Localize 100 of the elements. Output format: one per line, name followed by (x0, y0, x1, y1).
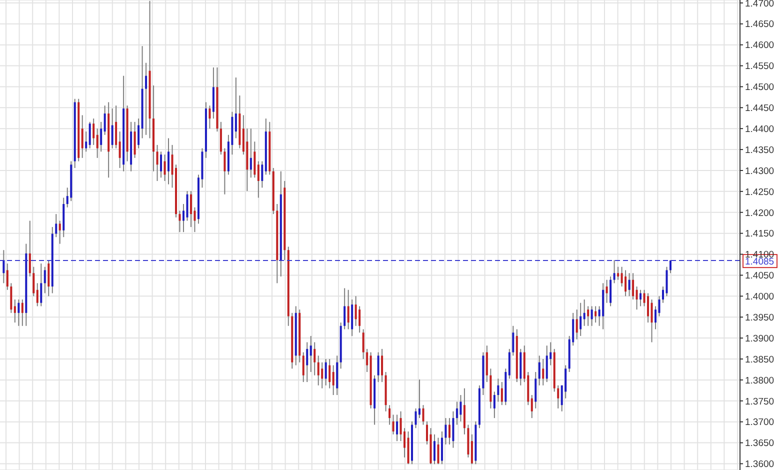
candlestick (557, 384, 560, 409)
candlestick (306, 342, 308, 383)
y-tick-label: 1.3600 (745, 459, 774, 470)
candlestick (590, 306, 593, 326)
y-tick-label: 1.4050 (745, 270, 774, 282)
candlestick (500, 382, 503, 406)
candlestick (583, 299, 586, 326)
y-tick-label: 1.4350 (745, 144, 774, 156)
candlestick (497, 378, 500, 402)
candlestick (530, 394, 533, 419)
candlestick (224, 148, 226, 195)
y-tick-label: 1.4700 (745, 0, 774, 10)
y-tick-label: 1.4400 (745, 124, 774, 135)
candlestick (2, 250, 5, 284)
candlestick (617, 266, 620, 280)
candlestick (92, 118, 95, 146)
candlestick (96, 128, 98, 158)
candlestick (28, 220, 31, 277)
candlestick (178, 210, 181, 233)
candlestick (257, 160, 260, 198)
y-tick-label: 1.4200 (745, 208, 774, 219)
candlestick (620, 266, 623, 288)
y-tick-label: 1.4150 (745, 228, 774, 240)
candlestick (632, 272, 634, 300)
y-tick-label: 1.3900 (745, 333, 774, 344)
candlestick (118, 131, 121, 168)
candlestick (512, 325, 514, 356)
y-tick-label: 1.3750 (745, 396, 774, 408)
candlestick (440, 430, 443, 465)
y-tick-label: 1.4600 (745, 40, 774, 52)
candlestick (48, 260, 50, 297)
candlestick (250, 128, 252, 178)
candlestick (81, 114, 84, 158)
candlestick (508, 348, 510, 380)
y-tick-label: 1.3700 (745, 417, 774, 428)
candlestick (58, 220, 61, 244)
candlestick (594, 306, 597, 324)
candlestick (610, 276, 612, 307)
candlestick (317, 355, 320, 386)
candlestick (18, 299, 20, 326)
candlestick (658, 296, 660, 317)
candlestick (422, 404, 424, 426)
candlestick (14, 299, 16, 324)
y-tick-label: 1.3800 (745, 375, 774, 386)
candlestick (452, 410, 454, 448)
candlestick (134, 121, 136, 158)
candlestick (254, 141, 256, 178)
y-tick-label: 1.3850 (745, 354, 774, 366)
candlestick (362, 328, 364, 360)
candlestick (21, 299, 24, 326)
candlestick (85, 131, 88, 152)
y-tick-label: 1.4300 (745, 166, 774, 177)
candlestick (587, 306, 590, 326)
candlestick (392, 414, 394, 435)
candlestick (542, 358, 544, 386)
candlestick (168, 138, 170, 185)
candlestick (628, 272, 630, 297)
candlestick (437, 437, 440, 465)
candlestick (347, 289, 350, 330)
candlestick (396, 414, 398, 442)
candlestick (104, 105, 106, 136)
candlestick (546, 345, 548, 383)
candlestick (115, 105, 118, 149)
candlestick (186, 190, 188, 222)
candlestick (138, 118, 140, 149)
y-tick-label: 1.4650 (745, 19, 774, 30)
candlestick (460, 394, 462, 422)
candlestick (261, 160, 264, 188)
candlestick (576, 309, 578, 340)
candlestick (234, 76, 237, 139)
candlestick (463, 388, 466, 435)
y-tick-label: 1.3950 (745, 312, 774, 324)
candlestick (534, 371, 537, 409)
candlestick (190, 190, 192, 228)
candlestick (332, 364, 334, 396)
candlestick (100, 121, 102, 152)
y-tick-label: 1.4500 (745, 82, 774, 94)
candlestick (156, 144, 158, 182)
candlestick (310, 335, 312, 372)
candlestick (160, 151, 162, 178)
candlestick (314, 342, 316, 376)
candlestick (388, 404, 391, 426)
candlestick (44, 266, 46, 294)
candlestick (613, 260, 616, 284)
candlestick (493, 391, 496, 419)
candlestick (354, 296, 357, 326)
candlestick (6, 262, 8, 290)
candlestick (654, 306, 657, 330)
candlestick (36, 282, 38, 307)
candlestick (381, 348, 384, 383)
candlestick (164, 154, 166, 182)
candlestick (433, 434, 436, 465)
candlestick (448, 418, 450, 445)
candlestick (344, 288, 346, 330)
candlestick (324, 358, 327, 386)
y-tick-label: 1.3650 (745, 438, 774, 450)
candlestick (377, 352, 380, 383)
candlestick (636, 286, 638, 310)
candlestick (10, 282, 12, 314)
candlestick (662, 286, 664, 304)
